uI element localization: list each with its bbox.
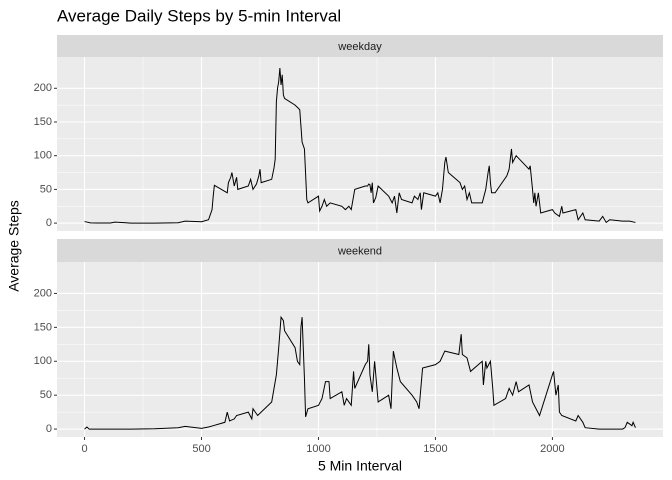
strip [57,35,663,57]
y-tick-label: 200 [34,287,52,299]
x-tick-label: 2000 [540,443,564,455]
panel-background [57,262,663,437]
x-tick-label: 500 [192,443,210,455]
x-axis-label: 5 Min Interval [318,458,402,474]
chart-title: Average Daily Steps by 5-min Interval [57,6,341,25]
x-tick-label: 1500 [423,443,447,455]
line [84,68,636,224]
y-tick-label: 200 [34,82,52,94]
y-tick-label: 150 [34,321,52,333]
y-tick-label: 100 [34,150,52,162]
y-tick-label: 100 [34,355,52,367]
x-tick-label: 1000 [306,443,330,455]
panel-background [57,57,663,231]
strip [57,239,663,262]
y-tick-label: 0 [46,217,52,229]
strip-label: weekday [337,41,382,53]
y-tick-label: 50 [40,183,52,195]
strip-label: weekend [337,245,382,257]
y-axis-label: Average Steps [6,200,22,292]
y-tick-label: 50 [40,389,52,401]
y-tick-label: 150 [34,116,52,128]
y-tick-label: 0 [46,423,52,435]
x-tick-label: 0 [81,443,87,455]
line [84,315,636,430]
